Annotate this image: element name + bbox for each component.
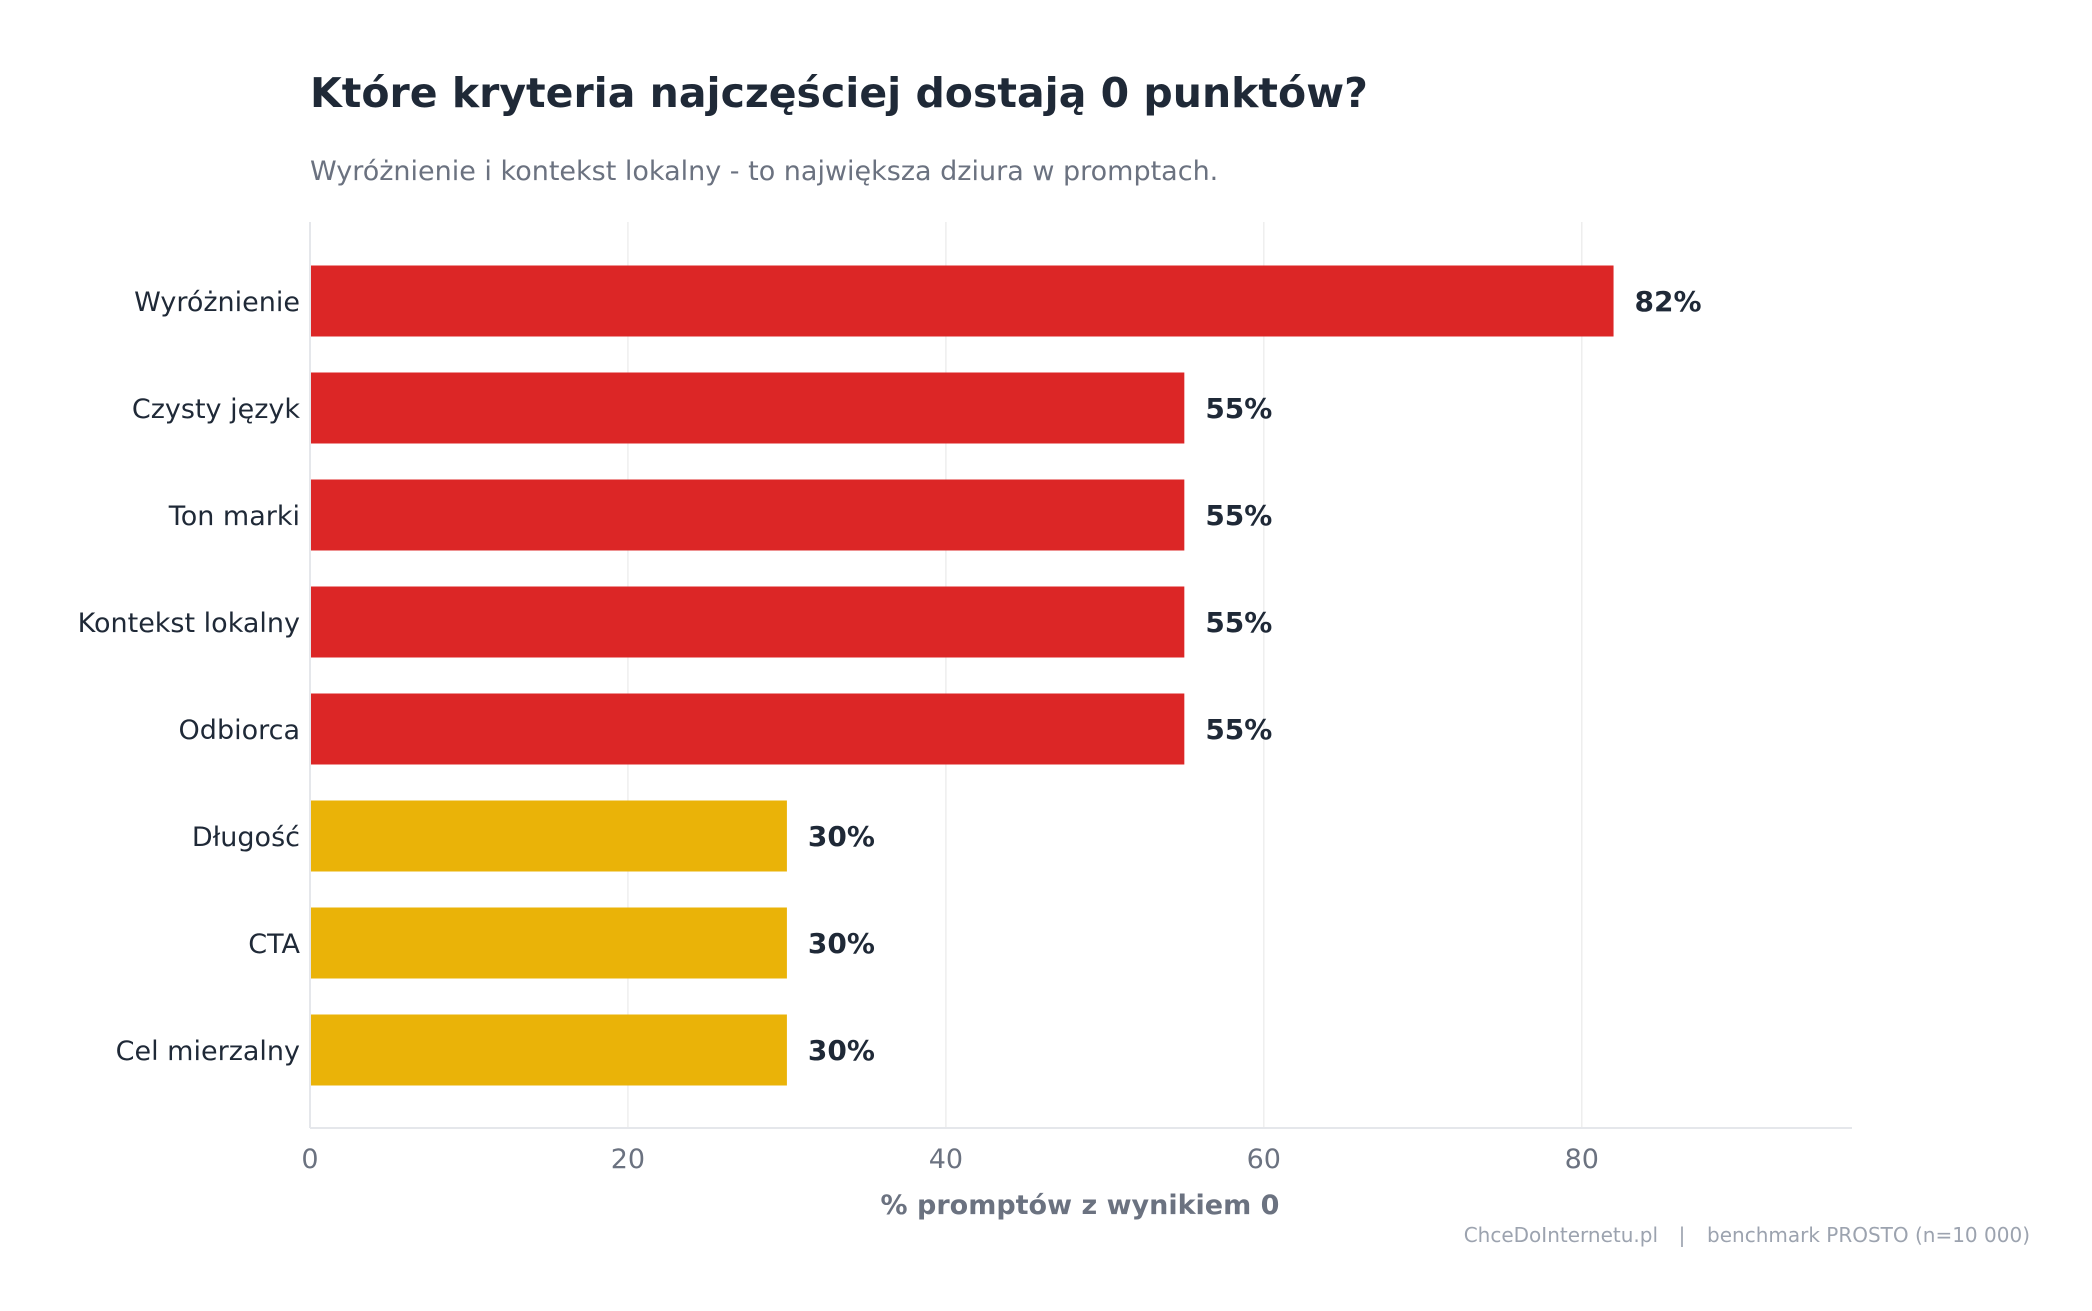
value-label: 55% [1205,713,1272,746]
x-tick-label: 20 [611,1144,645,1175]
footer-separator: | [1679,1223,1686,1247]
bar [311,479,1185,551]
value-label: 30% [808,820,875,853]
x-tick-label: 0 [301,1144,318,1175]
value-label: 82% [1635,285,1702,318]
category-label: Ton marki [168,501,300,532]
footer-source: ChceDoInternetu.pl [1464,1223,1658,1247]
x-tick-label: 40 [929,1144,963,1175]
value-labels: 82% 55% 55% 55% 55% 30% 30% 30% [808,285,1702,1067]
bar [311,586,1185,658]
category-label: Odbiorca [179,715,300,746]
bar [311,907,787,979]
chart-subtitle: Wyróżnienie i kontekst lokalny - to najw… [310,156,1218,187]
x-tick-label: 60 [1247,1144,1281,1175]
footer: ChceDoInternetu.pl | benchmark PROSTO (n… [1464,1223,2030,1247]
category-label: Długość [192,822,300,853]
value-label: 30% [808,927,875,960]
x-axis-title: % promptów z wynikiem 0 [881,1190,1280,1221]
footer-note: benchmark PROSTO (n=10 000) [1707,1223,2030,1247]
value-label: 30% [808,1034,875,1067]
category-label: Wyróżnienie [134,287,300,318]
chart-title: Które kryteria najczęściej dostają 0 pun… [310,69,1368,117]
category-label: CTA [248,929,300,960]
value-label: 55% [1205,606,1272,639]
bar [311,265,1614,337]
category-label: Czysty język [132,394,300,425]
value-label: 55% [1205,392,1272,425]
bar [311,800,787,872]
category-labels: Wyróżnienie Czysty język Ton marki Kontekst… [78,287,301,1067]
bar [311,372,1185,444]
category-label: Kontekst lokalny [78,608,300,639]
bars [311,265,1614,1086]
bar [311,1014,787,1086]
category-label: Cel mierzalny [116,1036,300,1067]
x-tick-label: 80 [1565,1144,1599,1175]
bar [311,693,1185,765]
value-label: 55% [1205,499,1272,532]
x-tick-labels: 0 20 40 60 80 [301,1144,1599,1175]
grid-lines [309,222,1852,1129]
